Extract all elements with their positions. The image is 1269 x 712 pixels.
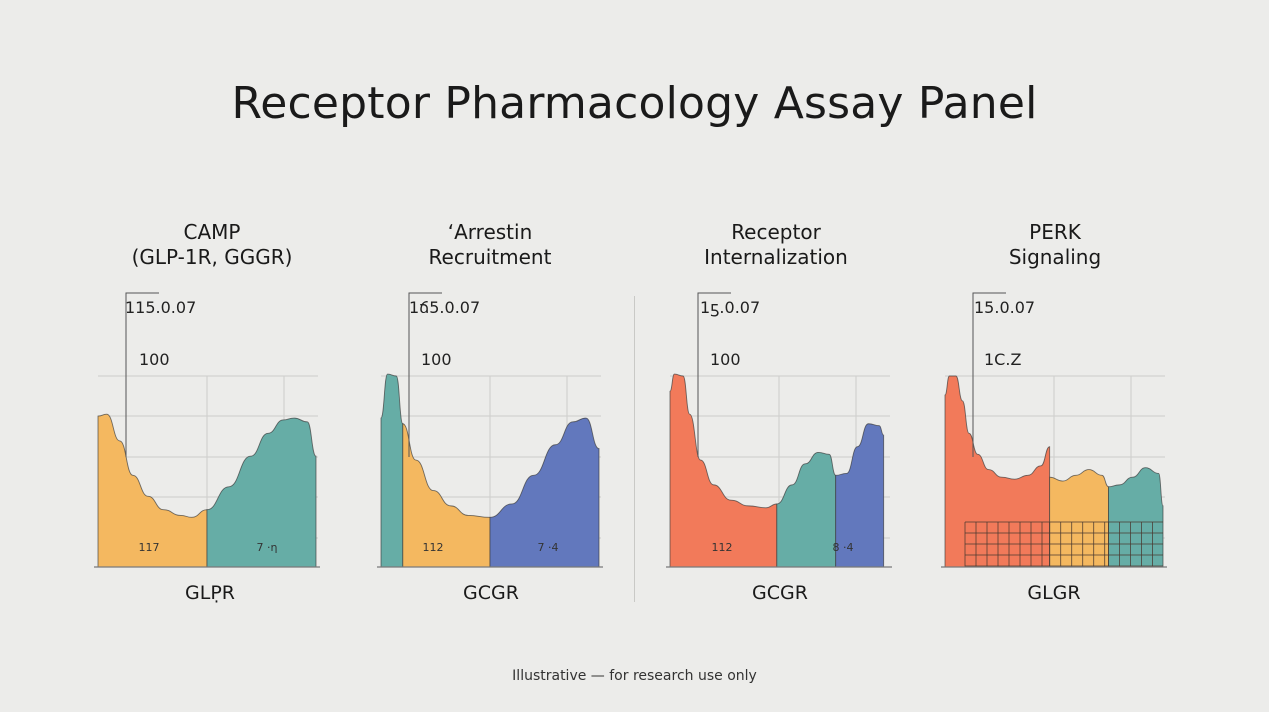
panel-3-title: Receptor Internalization [636,220,916,270]
panel-1-segment-label-2: 7 ·η [257,541,278,554]
panel-2-title-line-1: ʻArrestin [447,220,533,244]
panel-2-top-label: 1ճ5.0.07 [409,298,481,317]
panel-4-area-3 [1108,467,1164,568]
panel-3-x-label: GCGR [752,582,808,604]
panel-2-x-label: GCGR [463,582,519,604]
panel-1-area-2 [206,417,317,568]
panel-3-area-1 [669,373,778,568]
panel-3-mid-label: 100 [710,350,741,369]
panel-4-title-line-1: PERK [1029,220,1081,244]
panel-1-title: CAMP (GLP-1R, GGGR) [72,220,352,270]
panel-4-mid-label: 1C.Z [984,350,1022,369]
panel-3-top-label: 1ƽ.0.07 [700,298,761,317]
panel-4-area-1 [944,375,1051,568]
panel-1-area-1 [97,413,208,568]
panel-3-area-3 [835,423,885,568]
panel-3-leader-line [697,292,731,457]
panel-2-title: ʻArrestin Recruitment [350,220,630,270]
panel-1-title-line-2: (GLP-1R, GGGR) [131,245,293,269]
panel-3-title-line-1: Receptor [731,220,821,244]
panel-4-title: PERK Signaling [915,220,1195,270]
panel-3-title-line-2: Internalization [704,245,848,269]
panel-4-x-label: GLGR [1027,582,1081,604]
panel-1-mid-label: 100 [139,350,170,369]
panel-2-segment-label-2: 7 ·4 [538,541,559,554]
footer-note: Illustrative — for research use only [512,668,757,684]
panel-4-title-line-2: Signaling [1008,245,1102,269]
page-title: Receptor Pharmacology Assay Panel [231,78,1038,129]
panel-1-x-label: GLP̣R [185,582,235,604]
panel-3-segment-label-2: 8 ·4 [833,541,854,554]
panel-2-area-2 [402,423,491,568]
panel-3-segment-label-1: 112 [712,541,733,554]
panel-2-area-3 [489,417,600,568]
panel-2-leader-line [408,292,442,457]
panel-3-area-2 [776,451,837,568]
panel-2-mid-label: 100 [421,350,452,369]
panel-2-segment-label-1: 112 [423,541,444,554]
panel-1-title-line-1: CAMP [183,220,241,244]
panel-4-area-2 [1049,469,1109,568]
panel-1-leader-line [125,292,159,457]
panel-2-area-1 [380,373,404,568]
panel-4-top-label: 15.0.07 [974,298,1036,317]
panel-1-segment-label-1: 117 [139,541,160,554]
panel-1-top-label: 115.0.07 [125,298,197,317]
panel-2-title-line-2: Recruitment [428,245,552,269]
panel-4-leader-line [972,292,1006,457]
panel-divider [634,296,635,602]
